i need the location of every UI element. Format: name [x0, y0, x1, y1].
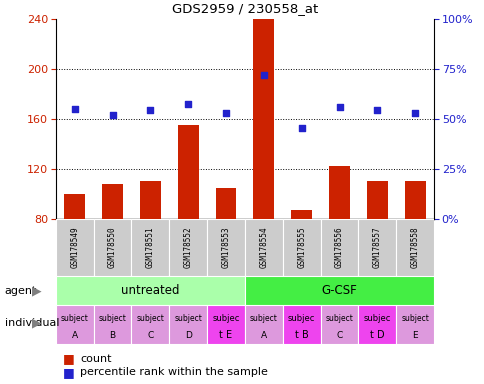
Text: agent: agent	[5, 286, 37, 296]
Bar	[358, 305, 395, 344]
Text: subject: subject	[174, 314, 202, 323]
Bar	[93, 219, 131, 276]
Bar	[395, 219, 433, 276]
Bar	[102, 184, 122, 219]
Bar	[56, 305, 93, 344]
Bar	[320, 219, 358, 276]
Text: individual: individual	[5, 318, 59, 328]
Bar	[131, 305, 169, 344]
Bar	[320, 305, 358, 344]
Text: subjec: subjec	[212, 314, 239, 323]
Text: GSM178554: GSM178554	[259, 227, 268, 268]
Text: GSM178549: GSM178549	[70, 227, 79, 268]
Bar	[366, 182, 387, 219]
Text: GSM178555: GSM178555	[297, 227, 305, 268]
Bar	[244, 276, 433, 305]
Bar	[215, 188, 236, 219]
Point	[108, 112, 116, 118]
Text: GSM178557: GSM178557	[372, 227, 381, 268]
Text: D: D	[184, 331, 191, 340]
Bar	[140, 182, 160, 219]
Text: C: C	[147, 331, 153, 340]
Text: ■: ■	[63, 366, 75, 379]
Text: subject: subject	[60, 314, 89, 323]
Point	[184, 101, 192, 107]
Point	[373, 107, 380, 113]
Text: GSM178550: GSM178550	[108, 227, 117, 268]
Point	[335, 104, 343, 110]
Text: C: C	[336, 331, 342, 340]
Bar	[358, 219, 395, 276]
Text: E: E	[411, 331, 417, 340]
Text: subject: subject	[98, 314, 126, 323]
Text: ■: ■	[63, 353, 75, 366]
Point	[259, 72, 267, 78]
Bar	[178, 125, 198, 219]
Bar	[93, 305, 131, 344]
Text: subjec: subjec	[287, 314, 315, 323]
Text: GSM178551: GSM178551	[146, 227, 154, 268]
Point	[410, 110, 418, 116]
Text: subjec: subjec	[363, 314, 390, 323]
Text: subject: subject	[325, 314, 353, 323]
Text: t E: t E	[219, 330, 232, 340]
Text: t B: t B	[294, 330, 308, 340]
Text: subject: subject	[400, 314, 428, 323]
Bar	[329, 167, 349, 219]
Text: GSM178558: GSM178558	[410, 227, 419, 268]
Text: count: count	[80, 354, 111, 364]
Bar	[56, 276, 244, 305]
Point	[297, 125, 305, 131]
Bar	[404, 182, 424, 219]
Text: B: B	[109, 331, 115, 340]
Title: GDS2959 / 230558_at: GDS2959 / 230558_at	[171, 2, 318, 15]
Bar	[282, 305, 320, 344]
Bar	[244, 305, 282, 344]
Bar	[207, 219, 244, 276]
Text: A: A	[260, 331, 266, 340]
Text: t D: t D	[369, 330, 384, 340]
Text: subject: subject	[249, 314, 277, 323]
Text: GSM178553: GSM178553	[221, 227, 230, 268]
Text: G-CSF: G-CSF	[321, 285, 357, 297]
Text: subject: subject	[136, 314, 164, 323]
Point	[146, 107, 154, 113]
Text: A: A	[72, 331, 77, 340]
Text: untreated: untreated	[121, 285, 179, 297]
Bar	[207, 305, 244, 344]
Text: ▶: ▶	[31, 317, 41, 330]
Text: GSM178556: GSM178556	[334, 227, 343, 268]
Bar	[395, 305, 433, 344]
Bar	[169, 305, 207, 344]
Bar	[282, 219, 320, 276]
Bar	[64, 194, 85, 219]
Bar	[169, 219, 207, 276]
Bar	[56, 219, 93, 276]
Point	[222, 110, 229, 116]
Text: percentile rank within the sample: percentile rank within the sample	[80, 367, 267, 377]
Bar	[131, 219, 169, 276]
Text: GSM178552: GSM178552	[183, 227, 192, 268]
Bar	[244, 219, 282, 276]
Text: ▶: ▶	[31, 284, 41, 297]
Bar	[291, 210, 311, 219]
Point	[71, 106, 78, 112]
Bar	[253, 19, 273, 219]
